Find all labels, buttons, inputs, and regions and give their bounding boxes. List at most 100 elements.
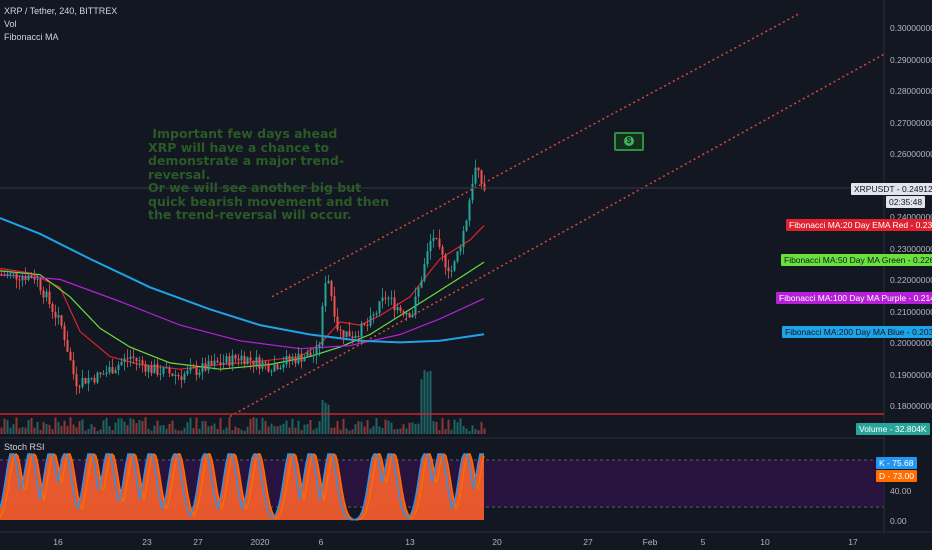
candle-body [162,367,165,374]
volume-bar [285,420,288,434]
volume-bar [102,420,105,434]
candle-body [375,313,378,315]
volume-bar [258,430,261,434]
candle-body [213,360,216,366]
volume-bar [15,417,18,434]
volume-bar [252,417,255,434]
volume-bar [66,425,69,434]
candle-body [93,377,96,383]
volume-bar [333,427,336,434]
volume-bar [231,430,234,434]
volume-bar [438,430,441,434]
candle-body [426,251,429,265]
volume-bar [90,424,93,434]
ma200-tag: Fibonacci MA:200 Day MA Blue - 0.2030709… [782,326,932,338]
candle-body [6,273,9,276]
price-tick: 0.24000000 [890,212,932,222]
volume-bar [201,421,204,434]
volume-bar [216,429,219,434]
volume-bar [87,428,90,434]
time-tick: 23 [142,537,152,547]
candle-body [114,370,117,374]
candle-body [222,362,225,365]
volume-bar [234,426,237,434]
ema20-value: 0.23763716 [915,220,932,230]
candle-body [63,325,66,341]
volume-bar [435,422,438,434]
candle-body [225,356,228,363]
candle-body [342,330,345,338]
volume-bar [378,426,381,434]
volume-bar [294,427,297,434]
candle-body [261,361,264,369]
time-tick: 6 [318,537,324,547]
candle-body [396,307,399,311]
volume-bar [315,427,318,434]
candle-body [474,167,477,184]
candle-body [177,375,180,377]
candle-body [132,356,135,358]
volume-bar [276,426,279,434]
candle-body [135,357,138,362]
candle-body [423,264,426,281]
volume-bar [96,430,99,434]
volume-bar [51,429,54,434]
rsi-tick-40: 40.00 [890,486,912,496]
candle-body [369,315,372,326]
candle-body [84,378,87,384]
volume-bar [357,421,360,434]
volume-bar [264,421,267,434]
volume-bar [108,425,111,434]
candle-body [27,275,30,280]
candle-body [435,237,438,239]
volume-bar [354,424,357,434]
volume-bar [342,418,345,434]
ma-line-0 [0,225,485,370]
candle-body [336,316,339,330]
volume-label: Volume [859,424,888,434]
candle-body [168,367,171,374]
candle-body [393,297,396,311]
volume-bar [237,427,240,434]
bar-countdown: 02:35:48 [886,196,926,208]
price-tick: 0.28000000 [890,86,932,96]
stoch-rsi-title[interactable]: Stoch RSI [4,442,45,452]
candle-body [330,280,333,297]
volume-bar [453,419,456,434]
candle-body [372,314,375,316]
volume-bar [372,426,375,434]
price-tick: 0.22000000 [890,275,932,285]
volume-bar [36,421,39,434]
volume-bar [45,424,48,434]
vol-legend[interactable]: Vol [4,19,17,29]
volume-bar [321,399,324,434]
rsi-k-label: K [879,458,885,468]
volume-bar [393,429,396,434]
candle-body [210,360,213,366]
candle-body [180,376,183,380]
volume-bar [297,420,300,434]
candle-body [405,312,408,315]
volume-bar [396,428,399,434]
fibonacci-ma-legend[interactable]: Fibonacci MA [4,32,59,42]
candlesticks [0,159,486,395]
volume-bar [324,402,327,434]
candle-body [186,370,189,374]
volume-bar [198,428,201,434]
volume-bar [336,420,339,434]
volume-bar [120,418,123,434]
candle-body [477,167,480,171]
volume-bar [303,424,306,434]
candle-body [81,378,84,387]
candle-body [195,367,198,376]
volume-bar [144,417,147,434]
candle-body [252,360,255,365]
candle-body [318,345,321,348]
candle-body [345,331,348,338]
ma-line-3 [0,217,485,344]
candle-body [270,371,273,373]
symbol-title[interactable]: XRP / Tether, 240, BITTREX [4,6,118,16]
volume-bar [24,427,27,434]
ma50-tag: Fibonacci MA:50 Day MA Green - 0.2260424… [781,254,932,266]
